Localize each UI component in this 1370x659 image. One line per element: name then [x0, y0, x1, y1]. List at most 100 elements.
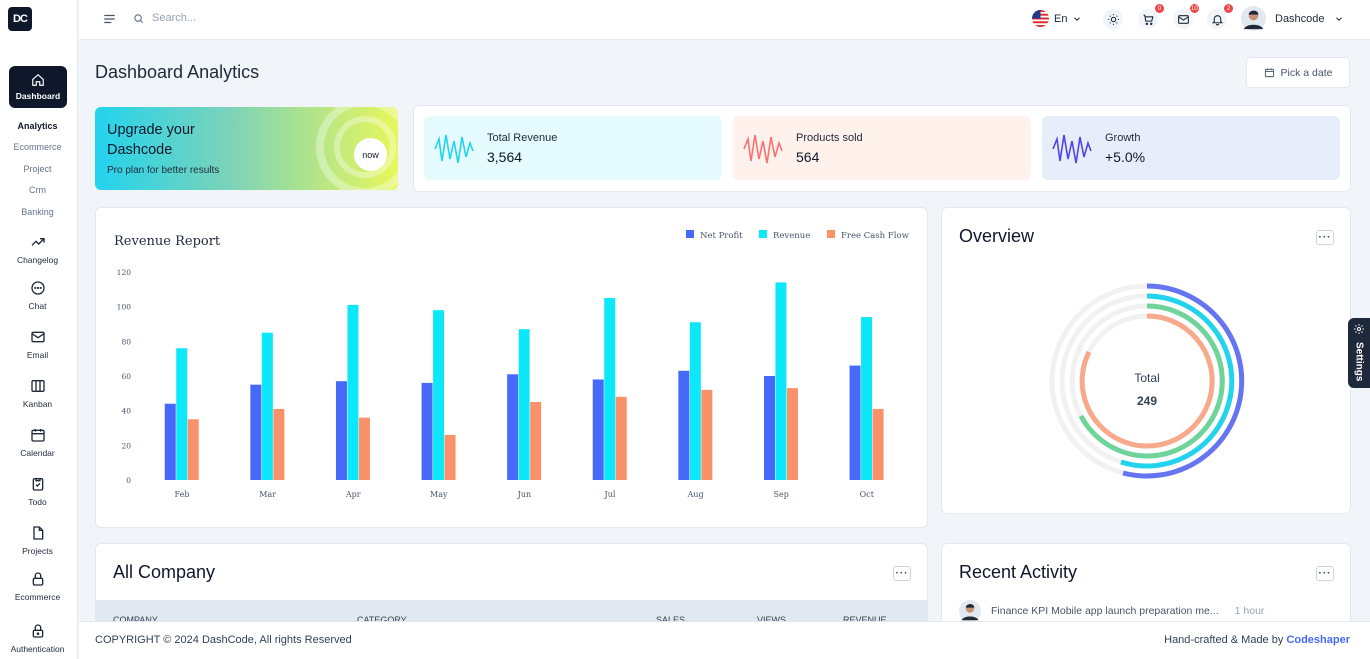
- legend-swatch: [686, 230, 694, 238]
- legend-swatch: [759, 230, 767, 238]
- search-input[interactable]: Search...: [152, 12, 197, 24]
- lock-icon: [32, 572, 43, 586]
- app-logo[interactable]: DC: [8, 7, 32, 31]
- column-header: REVENUE: [843, 615, 887, 625]
- sidebar-item-changelog[interactable]: Changelog: [0, 234, 75, 265]
- overview-total-value: 249: [1136, 394, 1158, 408]
- bar-revenue: [775, 282, 787, 480]
- company-title: All Company: [113, 562, 216, 582]
- x-tick-label: Aug: [687, 490, 704, 499]
- revenue-report-card: Revenue Report Net Profit Revenue Free Cash…: [95, 207, 928, 528]
- sidebar-sub-analytics[interactable]: Analytics: [17, 121, 58, 131]
- bar-revenue: [347, 304, 359, 480]
- stat-products-sold: Products sold 564: [733, 116, 1031, 180]
- notification-badge: 2: [1223, 3, 1234, 14]
- y-tick-label: 0: [126, 476, 131, 485]
- company-more-button[interactable]: ···: [893, 566, 911, 581]
- activity-time: 1 hour: [1234, 605, 1265, 617]
- bar-free-cash-flow: [701, 389, 713, 480]
- cart-icon: [1143, 14, 1154, 25]
- promo-subtitle: Pro plan for better results: [107, 165, 220, 176]
- sidebar-item-label: Chat: [28, 301, 47, 311]
- bar-free-cash-flow: [187, 419, 199, 480]
- sidebar-item-label: Todo: [28, 497, 47, 507]
- pick-date-label: Pick a date: [1280, 66, 1333, 79]
- sidebar-item-label: Kanban: [22, 399, 53, 409]
- wave-chart-icon: [1052, 134, 1092, 164]
- sidebar-sub-banking[interactable]: Banking: [21, 207, 54, 217]
- bar-net-profit: [678, 370, 690, 480]
- legend-label: Revenue: [773, 231, 810, 241]
- calendar-icon: [30, 429, 45, 442]
- sidebar-sub-crm[interactable]: Crm: [29, 185, 46, 195]
- overview-card: Overview ··· Total 249: [941, 207, 1351, 514]
- bar-free-cash-flow: [530, 402, 542, 480]
- upgrade-now-button[interactable]: now: [354, 138, 387, 171]
- sun-icon: [1107, 13, 1119, 25]
- sidebar-item-label: Dashboard: [15, 91, 61, 101]
- bar-revenue: [861, 317, 873, 480]
- bar-revenue: [518, 329, 530, 480]
- mail-icon: [30, 331, 45, 343]
- bar-revenue: [433, 310, 445, 480]
- y-tick-label: 20: [121, 441, 131, 450]
- gear-icon: [1354, 324, 1364, 334]
- sidebar-item-label: Email: [26, 350, 49, 360]
- kanban-icon: [30, 380, 45, 392]
- lock-icon: [32, 624, 43, 638]
- legend-swatch: [827, 230, 835, 238]
- sidebar-item-kanban[interactable]: Kanban: [0, 378, 75, 409]
- overview-title: Overview: [959, 226, 1035, 246]
- revenue-bar-chart: Revenue Report Net Profit Revenue Free Cash…: [114, 230, 910, 499]
- bar-revenue: [176, 348, 188, 480]
- sidebar-item-dashboard[interactable]: Dashboard: [9, 66, 67, 108]
- column-header: SALES: [656, 615, 686, 625]
- y-tick-label: 100: [117, 303, 132, 312]
- x-tick-label: Oct: [860, 490, 875, 499]
- y-tick-label: 120: [117, 268, 132, 277]
- theme-toggle-button[interactable]: [1103, 9, 1123, 29]
- stats-card: Total Revenue 3,564 Products sold 564 Gr…: [413, 105, 1351, 192]
- radial-bar: [1079, 313, 1215, 449]
- chevron-down-icon: [1074, 16, 1081, 21]
- footer: COPYRIGHT © 2024 DashCode, All rights Re…: [79, 621, 1370, 659]
- overview-more-button[interactable]: ···: [1316, 230, 1334, 245]
- brand-link[interactable]: Codeshaper: [1286, 634, 1350, 646]
- avatar: [959, 600, 981, 622]
- user-menu[interactable]: Dashcode: [1241, 6, 1344, 31]
- pick-date-button[interactable]: Pick a date: [1246, 57, 1350, 88]
- list-item[interactable]: Finance KPI Mobile app launch preparatio…: [959, 600, 1264, 622]
- menu-toggle-button[interactable]: [102, 12, 117, 26]
- sidebar-item-ecommerce[interactable]: Ecommerce: [0, 571, 75, 602]
- wave-chart-icon: [434, 134, 474, 164]
- sidebar-item-email[interactable]: Email: [0, 329, 75, 360]
- bar-revenue: [604, 298, 616, 480]
- settings-tab[interactable]: Settings: [1348, 318, 1370, 388]
- chevron-down-icon: [1335, 16, 1342, 21]
- search-box[interactable]: Search...: [133, 12, 333, 24]
- legend-label: Free Cash Flow: [841, 231, 910, 241]
- bar-net-profit: [849, 365, 861, 480]
- notification-button[interactable]: 2: [1207, 3, 1234, 29]
- overview-total-label: Total: [1134, 371, 1160, 385]
- sidebar-item-calendar[interactable]: Calendar: [0, 427, 75, 458]
- sidebar-item-projects[interactable]: Projects: [0, 525, 75, 556]
- sidebar-sub-ecommerce[interactable]: Ecommerce: [13, 142, 62, 152]
- sidebar-item-chat[interactable]: Chat: [0, 280, 75, 311]
- sidebar-item-todo[interactable]: Todo: [0, 476, 75, 507]
- column-header: VIEWS: [757, 615, 787, 625]
- activity-more-button[interactable]: ···: [1316, 566, 1334, 581]
- trending-icon: [31, 238, 45, 246]
- mail-button[interactable]: 10: [1173, 3, 1200, 29]
- cart-button[interactable]: 0: [1138, 3, 1165, 29]
- language-selector[interactable]: En: [1032, 10, 1082, 27]
- bar-net-profit: [421, 382, 433, 480]
- column-header: CATEGORY: [357, 615, 407, 625]
- sidebar-sub-project[interactable]: Project: [23, 164, 52, 174]
- bar-free-cash-flow: [786, 388, 798, 480]
- legend-label: Net Profit: [700, 231, 743, 241]
- x-tick-label: May: [430, 490, 448, 499]
- sidebar-item-authentication[interactable]: Authentication: [0, 623, 75, 654]
- mail-badge: 10: [1188, 3, 1200, 14]
- sidebar-item-label: Authentication: [10, 644, 65, 654]
